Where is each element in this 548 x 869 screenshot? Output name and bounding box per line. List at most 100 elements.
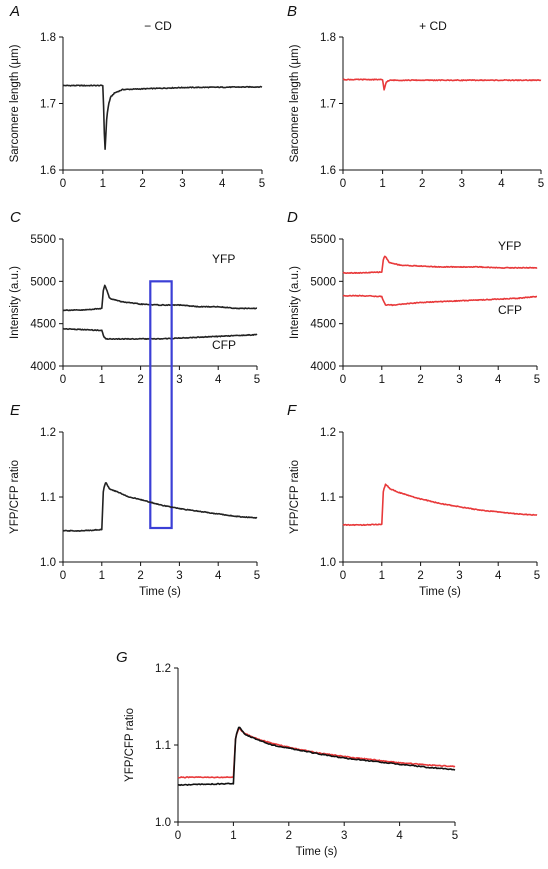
- x-tick-label: 4: [215, 374, 222, 386]
- y-axis-label: Intensity (a.u.): [289, 266, 301, 339]
- series-line-yfp: [342, 255, 538, 275]
- panel-c: C 0 1 2 3 4 5 4000 4500 5000 5500 Intensity (a.u.) Y…: [9, 209, 260, 530]
- panel-f: F 0 1 2 3 4 5 1.0 1.1 1.2 YFP/CFP ratio Time (s): [287, 402, 540, 598]
- panel-letter: A: [9, 3, 20, 20]
- series-line: [62, 84, 263, 150]
- x-tick-label: 4: [219, 178, 226, 190]
- x-tick-label: 5: [534, 374, 540, 386]
- highlight-box: [149, 280, 173, 530]
- x-tick-label: 3: [456, 570, 462, 582]
- panel-title: + CD: [419, 19, 447, 33]
- y-tick-label: 1.2: [320, 427, 336, 439]
- series-label: YFP: [212, 252, 235, 266]
- panel-letter: D: [287, 209, 298, 226]
- panel-letter: G: [116, 649, 128, 666]
- panel-e: E 0 1 2 3 4 5 1.0 1.1 1.2 YFP/CFP ratio Time (s): [9, 402, 260, 598]
- y-tick-label: 5500: [30, 234, 56, 246]
- series-label: CFP: [498, 303, 522, 317]
- y-tick-label: 4500: [30, 319, 56, 331]
- series-line-yfp: [62, 284, 258, 312]
- series-line-cfp: [342, 294, 538, 307]
- x-tick-label: 2: [286, 830, 292, 842]
- x-tick-label: 0: [60, 374, 66, 386]
- x-tick-label: 0: [175, 830, 181, 842]
- x-tick-label: 1: [230, 830, 236, 842]
- y-axis-label: YFP/CFP ratio: [289, 460, 301, 534]
- x-tick-label: 0: [340, 374, 346, 386]
- series-label: YFP: [498, 239, 521, 253]
- x-tick-label: 1: [99, 374, 105, 386]
- y-axis-label: YFP/CFP ratio: [124, 708, 136, 782]
- y-tick-label: 1.2: [155, 663, 171, 675]
- x-axis-label: Time (s): [139, 586, 181, 598]
- x-tick-label: 1: [379, 374, 385, 386]
- y-tick-label: 1.0: [40, 557, 56, 569]
- y-tick-label: 1.8: [320, 32, 336, 44]
- x-tick-label: 3: [459, 178, 465, 190]
- y-tick-label: 1.8: [40, 32, 56, 44]
- x-tick-label: 4: [498, 178, 505, 190]
- panel-b: B + CD 0 1 2 3 4 5 1.6 1.7 1.8 Sarcomere length (µm…: [287, 3, 544, 190]
- panel-g: G 0 1 2 3 4 5 1.0 1.1 1.2 YFP/CFP ratio Time (s): [116, 649, 458, 858]
- x-tick-label: 3: [341, 830, 347, 842]
- y-tick-label: 5500: [310, 234, 336, 246]
- x-tick-label: 2: [417, 374, 423, 386]
- series-label: CFP: [212, 338, 236, 352]
- x-tick-label: 2: [417, 570, 423, 582]
- y-tick-label: 1.1: [155, 740, 171, 752]
- x-tick-label: 1: [100, 178, 106, 190]
- x-tick-label: 0: [340, 570, 346, 582]
- series-line: [62, 482, 258, 532]
- x-tick-label: 5: [254, 374, 260, 386]
- y-tick-label: 1.2: [40, 427, 56, 439]
- x-tick-label: 2: [139, 178, 145, 190]
- panel-letter: F: [287, 402, 297, 419]
- x-tick-label: 3: [176, 570, 182, 582]
- y-tick-label: 1.1: [40, 492, 56, 504]
- x-tick-label: 5: [452, 830, 458, 842]
- series-line: [342, 483, 538, 527]
- x-tick-label: 3: [456, 374, 462, 386]
- x-tick-label: 2: [419, 178, 425, 190]
- panel-a: A − CD 0 1 2 3 4 5 1.6 1.7 1.8 Sarcomere length (µm…: [9, 3, 265, 190]
- x-tick-label: 1: [99, 570, 105, 582]
- series-line: [177, 726, 456, 787]
- x-tick-label: 0: [340, 178, 346, 190]
- y-tick-label: 4000: [30, 361, 56, 373]
- y-tick-label: 1.0: [155, 817, 171, 829]
- panel-d: D 0 1 2 3 4 5 4000 4500 5000 5500 Intensity (a.u.) Y…: [287, 209, 540, 386]
- x-tick-label: 5: [538, 178, 544, 190]
- x-tick-label: 4: [396, 830, 403, 842]
- y-axis-label: Intensity (a.u.): [9, 266, 21, 339]
- x-tick-label: 5: [259, 178, 265, 190]
- panel-letter: B: [287, 3, 297, 20]
- y-tick-label: 4500: [310, 319, 336, 331]
- x-tick-label: 1: [379, 178, 385, 190]
- x-tick-label: 3: [176, 374, 182, 386]
- y-tick-label: 5000: [310, 276, 336, 288]
- x-tick-label: 4: [215, 570, 222, 582]
- series-line: [342, 78, 542, 91]
- x-axis-label: Time (s): [296, 846, 338, 858]
- y-tick-label: 1.7: [320, 99, 336, 111]
- x-tick-label: 2: [137, 374, 143, 386]
- x-axis-label: Time (s): [419, 586, 461, 598]
- y-tick-label: 1.0: [320, 557, 336, 569]
- x-tick-label: 3: [179, 178, 185, 190]
- y-tick-label: 1.7: [40, 99, 56, 111]
- x-tick-label: 4: [495, 570, 502, 582]
- x-tick-label: 5: [534, 570, 540, 582]
- y-axis-label: Sarcomere length (µm): [9, 44, 21, 162]
- y-tick-label: 4000: [310, 361, 336, 373]
- x-tick-label: 2: [137, 570, 143, 582]
- x-tick-label: 0: [60, 570, 66, 582]
- panel-letter: C: [10, 209, 21, 226]
- x-tick-label: 1: [379, 570, 385, 582]
- y-axis-label: YFP/CFP ratio: [9, 460, 21, 534]
- y-axis-label: Sarcomere length (µm): [289, 44, 301, 162]
- y-tick-label: 1.6: [320, 165, 336, 177]
- series-line-cfp: [62, 327, 258, 341]
- y-tick-label: 1.6: [40, 165, 56, 177]
- x-tick-label: 0: [60, 178, 66, 190]
